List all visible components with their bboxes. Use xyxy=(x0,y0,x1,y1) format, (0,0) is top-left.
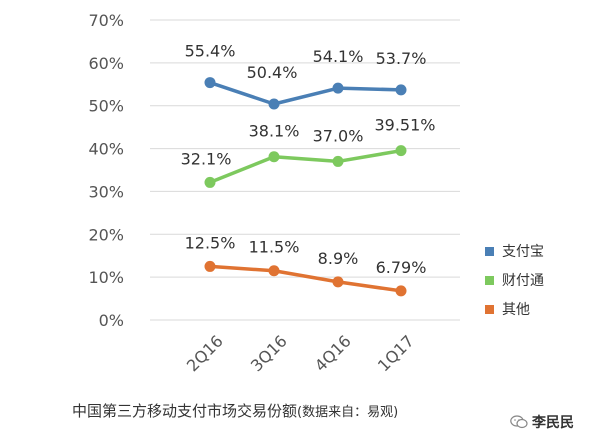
data-point xyxy=(204,260,216,272)
series-line-2 xyxy=(209,264,402,293)
x-tick-label: 4Q16 xyxy=(311,331,355,375)
y-tick-label: 20% xyxy=(88,225,124,244)
wechat-icon xyxy=(510,415,528,429)
data-label: 54.1% xyxy=(313,47,364,66)
series-line-0 xyxy=(209,80,402,106)
caption-title: 中国第三方移动支付市场交易份额 xyxy=(72,402,298,420)
x-tick-label: 3Q16 xyxy=(247,331,291,375)
data-label: 38.1% xyxy=(249,122,300,141)
series-line-1 xyxy=(209,148,402,185)
data-point xyxy=(204,77,216,89)
caption-source: (数据来自：易观) xyxy=(297,405,399,420)
y-tick-label: 10% xyxy=(88,268,124,287)
data-label: 37.0% xyxy=(313,126,364,145)
data-label: 55.4% xyxy=(185,42,236,61)
data-point xyxy=(395,84,407,96)
legend-label: 支付宝 xyxy=(502,244,544,260)
data-label: 39.51% xyxy=(374,116,435,135)
line-chart: 0% 10% 20% 30% 40% 50% 60% 70% 2Q16 3Q16 4Q16 1Q17 5… xyxy=(88,11,544,375)
legend-swatch xyxy=(485,276,494,285)
data-point xyxy=(268,98,280,110)
y-tick-label: 30% xyxy=(88,182,124,201)
data-label: 8.9% xyxy=(318,249,359,268)
y-tick-label: 0% xyxy=(99,311,124,330)
data-point xyxy=(332,82,344,94)
data-label: 12.5% xyxy=(185,233,236,252)
data-point xyxy=(332,276,344,288)
data-point xyxy=(204,176,216,188)
legend-label: 财付通 xyxy=(502,273,544,289)
brand-name: 李民民 xyxy=(532,415,574,431)
data-point xyxy=(332,155,344,167)
data-point xyxy=(395,145,407,157)
chart-caption: 中国第三方移动支付市场交易份额(数据来自：易观) xyxy=(72,400,398,421)
data-point xyxy=(268,151,280,163)
data-label: 6.79% xyxy=(376,258,427,277)
data-label: 32.1% xyxy=(181,149,232,168)
y-tick-label: 50% xyxy=(88,97,124,116)
y-tick-label: 40% xyxy=(88,140,124,159)
data-label: 11.5% xyxy=(249,238,300,257)
x-tick-label: 2Q16 xyxy=(183,331,227,375)
y-tick-label: 60% xyxy=(88,54,124,73)
data-point xyxy=(395,285,407,297)
brand-watermark: 李民民 xyxy=(510,412,574,432)
data-label: 53.7% xyxy=(376,49,427,68)
legend-swatch xyxy=(485,247,494,256)
data-point xyxy=(268,265,280,277)
x-tick-label: 1Q17 xyxy=(374,331,418,375)
y-tick-label: 70% xyxy=(88,11,124,30)
legend-label: 其他 xyxy=(502,302,530,318)
legend-swatch xyxy=(485,305,494,314)
data-label: 50.4% xyxy=(247,63,298,82)
